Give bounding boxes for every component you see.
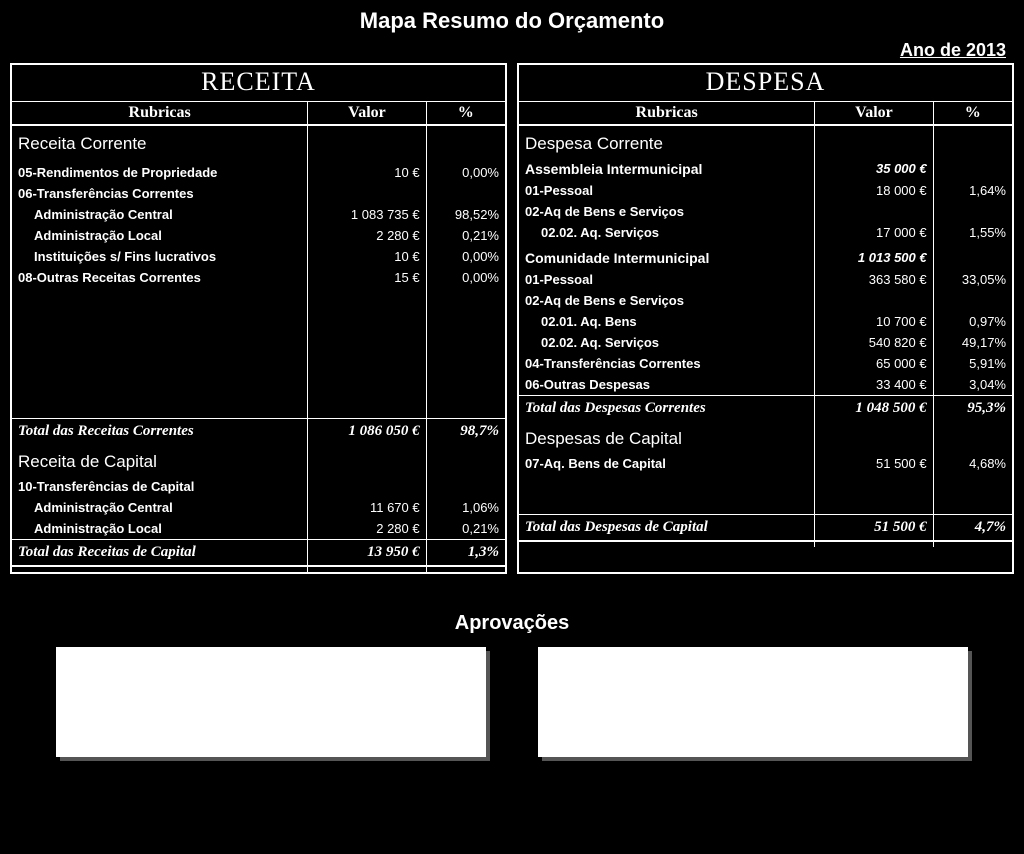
r06b-label: Administração Local bbox=[12, 225, 308, 246]
rec-total-corr-label: Total das Receitas Correntes bbox=[12, 418, 308, 444]
com-val: 1 013 500 € bbox=[815, 247, 933, 269]
rec-total-cap-pct: 1,3% bbox=[426, 539, 505, 566]
desp-total-corr-val: 1 048 500 € bbox=[815, 396, 933, 422]
c04-pct: 5,91% bbox=[933, 353, 1012, 374]
approval-boxes bbox=[0, 647, 1024, 757]
despesa-header: DESPESA bbox=[519, 65, 1012, 102]
rec-total-cap-label: Total das Receitas de Capital bbox=[12, 539, 308, 566]
c06-pct: 3,04% bbox=[933, 374, 1012, 396]
dcol-valor: Valor bbox=[815, 102, 933, 125]
r10b-label: Administração Local bbox=[12, 518, 308, 540]
despesa-corrente-head: Despesa Corrente bbox=[519, 125, 815, 158]
despesa-table: Rubricas Valor % Despesa Corrente Assemb… bbox=[519, 102, 1012, 547]
c06-label: 06-Outras Despesas bbox=[519, 374, 815, 396]
dcol-pct: % bbox=[933, 102, 1012, 125]
receita-corrente-head: Receita Corrente bbox=[12, 125, 308, 158]
c01-val: 363 580 € bbox=[815, 269, 933, 290]
r10b-val: 2 280 € bbox=[308, 518, 426, 540]
receita-capital-head: Receita de Capital bbox=[12, 444, 308, 476]
r08-label: 08-Outras Receitas Correntes bbox=[12, 267, 308, 288]
desp-total-corr-pct: 95,3% bbox=[933, 396, 1012, 422]
r06b-val: 2 280 € bbox=[308, 225, 426, 246]
approval-box-left bbox=[56, 647, 486, 757]
d02-label: 02-Aq de Bens e Serviços bbox=[519, 201, 815, 222]
r06a-val: 1 083 735 € bbox=[308, 204, 426, 225]
d01-val: 18 000 € bbox=[815, 180, 933, 201]
desp-total-corr-label: Total das Despesas Correntes bbox=[519, 396, 815, 422]
d07-pct: 4,68% bbox=[933, 453, 1012, 474]
c0201-label: 02.01. Aq. Bens bbox=[519, 311, 815, 332]
receita-table: Rubricas Valor % Receita Corrente 05-Ren… bbox=[12, 102, 505, 572]
receita-panel: RECEITA Rubricas Valor % Receita Corrent… bbox=[10, 63, 507, 574]
page-title: Mapa Resumo do Orçamento bbox=[0, 0, 1024, 40]
ass-val: 35 000 € bbox=[815, 158, 933, 180]
r06c-val: 10 € bbox=[308, 246, 426, 267]
approvals-heading: Aprovações bbox=[0, 612, 1024, 635]
c04-val: 65 000 € bbox=[815, 353, 933, 374]
col-valor: Valor bbox=[308, 102, 426, 125]
col-pct: % bbox=[426, 102, 505, 125]
receita-header: RECEITA bbox=[12, 65, 505, 102]
r10a-label: Administração Central bbox=[12, 497, 308, 518]
c0201-pct: 0,97% bbox=[933, 311, 1012, 332]
r06-label: 06-Transferências Correntes bbox=[12, 183, 308, 204]
c04-label: 04-Transferências Correntes bbox=[519, 353, 815, 374]
r06a-pct: 98,52% bbox=[426, 204, 505, 225]
d07-label: 07-Aq. Bens de Capital bbox=[519, 453, 815, 474]
rec-total-corr-val: 1 086 050 € bbox=[308, 418, 426, 444]
r06b-pct: 0,21% bbox=[426, 225, 505, 246]
r05-val: 10 € bbox=[308, 162, 426, 183]
c0202-pct: 49,17% bbox=[933, 332, 1012, 353]
ass-label: Assembleia Intermunicipal bbox=[519, 158, 815, 180]
d01-label: 01-Pessoal bbox=[519, 180, 815, 201]
d0202-label: 02.02. Aq. Serviços bbox=[519, 222, 815, 243]
r08-pct: 0,00% bbox=[426, 267, 505, 288]
c01-label: 01-Pessoal bbox=[519, 269, 815, 290]
year-label: Ano de 2013 bbox=[0, 40, 1024, 63]
dcol-rubricas: Rubricas bbox=[519, 102, 815, 125]
d01-pct: 1,64% bbox=[933, 180, 1012, 201]
despesa-capital-head: Despesas de Capital bbox=[519, 421, 815, 453]
rec-total-corr-pct: 98,7% bbox=[426, 418, 505, 444]
desp-total-cap-val: 51 500 € bbox=[815, 514, 933, 541]
d07-val: 51 500 € bbox=[815, 453, 933, 474]
r06c-pct: 0,00% bbox=[426, 246, 505, 267]
approval-box-right bbox=[538, 647, 968, 757]
r10b-pct: 0,21% bbox=[426, 518, 505, 540]
despesa-panel: DESPESA Rubricas Valor % Despesa Corrent… bbox=[517, 63, 1014, 574]
c0201-val: 10 700 € bbox=[815, 311, 933, 332]
r10a-val: 11 670 € bbox=[308, 497, 426, 518]
rec-total-cap-val: 13 950 € bbox=[308, 539, 426, 566]
r06a-label: Administração Central bbox=[12, 204, 308, 225]
d0202-val: 17 000 € bbox=[815, 222, 933, 243]
c0202-val: 540 820 € bbox=[815, 332, 933, 353]
r05-label: 05-Rendimentos de Propriedade bbox=[12, 162, 308, 183]
r10a-pct: 1,06% bbox=[426, 497, 505, 518]
desp-total-cap-label: Total das Despesas de Capital bbox=[519, 514, 815, 541]
c01-pct: 33,05% bbox=[933, 269, 1012, 290]
desp-total-cap-pct: 4,7% bbox=[933, 514, 1012, 541]
c02-label: 02-Aq de Bens e Serviços bbox=[519, 290, 815, 311]
c06-val: 33 400 € bbox=[815, 374, 933, 396]
r06c-label: Instituições s/ Fins lucrativos bbox=[12, 246, 308, 267]
r08-val: 15 € bbox=[308, 267, 426, 288]
com-label: Comunidade Intermunicipal bbox=[519, 247, 815, 269]
col-rubricas: Rubricas bbox=[12, 102, 308, 125]
c0202-label: 02.02. Aq. Serviços bbox=[519, 332, 815, 353]
r05-pct: 0,00% bbox=[426, 162, 505, 183]
d0202-pct: 1,55% bbox=[933, 222, 1012, 243]
tables-container: RECEITA Rubricas Valor % Receita Corrent… bbox=[0, 63, 1024, 574]
r10-label: 10-Transferências de Capital bbox=[12, 476, 308, 497]
